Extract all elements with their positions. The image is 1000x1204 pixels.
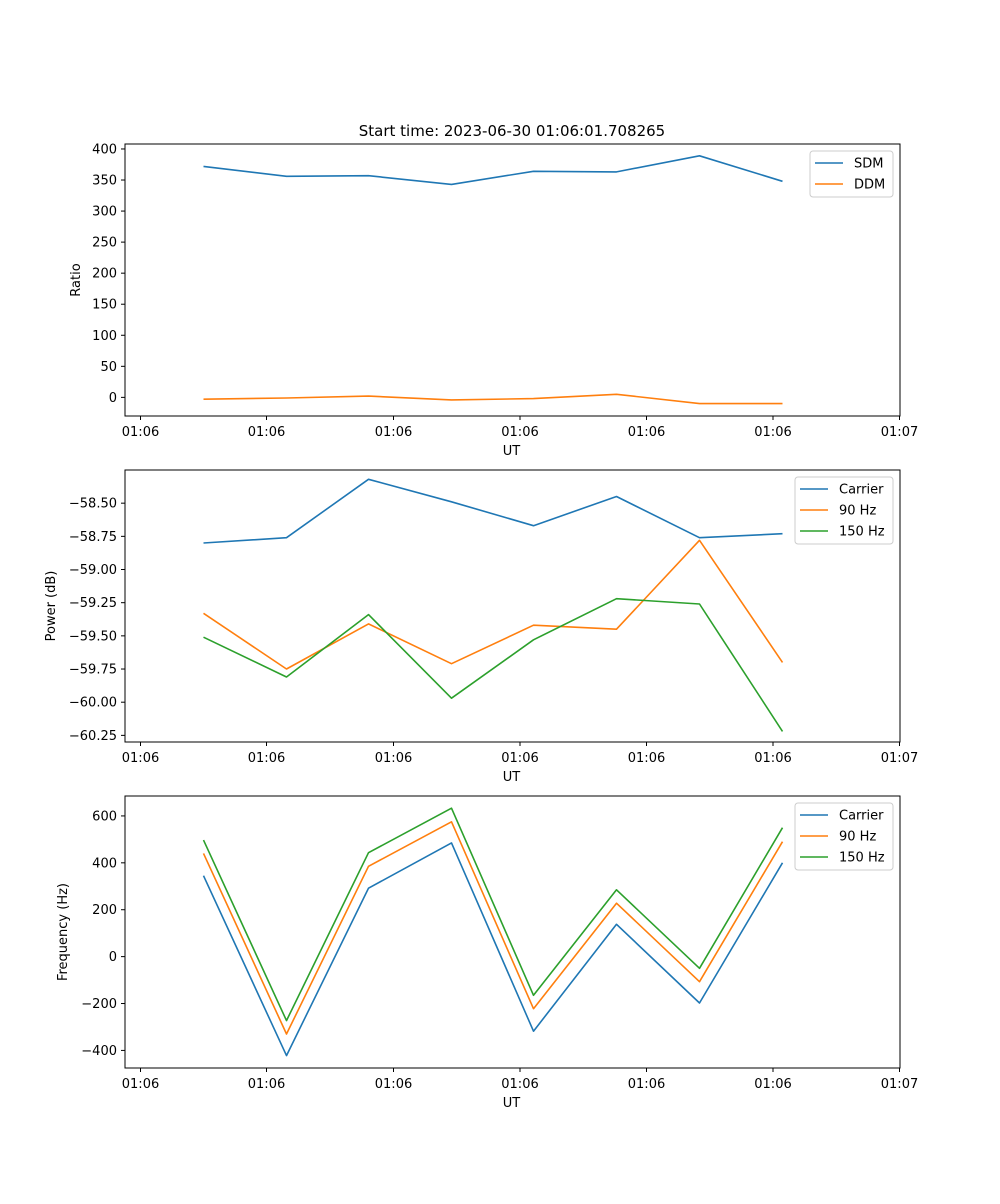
legend-label: 90 Hz: [839, 830, 876, 845]
y-tick-label: 50: [100, 360, 117, 375]
legend-label: 150 Hz: [839, 851, 885, 866]
y-axis-label: Ratio: [69, 263, 84, 296]
y-tick-label: −400: [81, 1044, 117, 1059]
y-axis-label: Frequency (Hz): [56, 883, 71, 981]
chart-panel-1: 01:06 01:06 01:06 01:06 01:06 01:06 01:07 0 50 10…: [69, 142, 918, 459]
y-tick-label: 400: [92, 856, 117, 871]
chart-panel-3: 01:06 01:06 01:06 01:06 01:06 01:06 01:07 −400 −…: [56, 795, 918, 1111]
plot-frame: [124, 469, 901, 743]
x-tick-label: 01:06: [628, 1077, 665, 1092]
y-tick-label: −58.75: [69, 530, 117, 545]
legend-label: 90 Hz: [839, 504, 876, 519]
x-axis-label: UT: [503, 770, 521, 785]
series-line-150-hz: [202, 807, 784, 1022]
chart-panel-2: 01:06 01:06 01:06 01:06 01:06 01:06 01:07 −60.2…: [44, 469, 918, 785]
y-tick-label: 600: [92, 809, 117, 824]
y-tick-label: 100: [92, 329, 117, 344]
x-axis-label: UT: [503, 444, 521, 459]
legend-frame: [794, 802, 894, 871]
x-tick-label: 01:06: [122, 1077, 159, 1092]
x-tick-label: 01:07: [881, 751, 918, 766]
y-tick-label: 0: [109, 391, 117, 406]
x-tick-label: 01:06: [628, 751, 665, 766]
plot-frame: [124, 795, 901, 1069]
x-tick-label: 01:06: [375, 425, 412, 440]
x-tick-label: 01:06: [501, 425, 538, 440]
x-tick-label: 01:06: [501, 1077, 538, 1092]
y-tick-label: 200: [92, 267, 117, 282]
y-tick-label: −200: [81, 997, 117, 1012]
x-tick-label: 01:07: [881, 425, 918, 440]
y-tick-label: 150: [92, 298, 117, 313]
y-tick-label: 200: [92, 903, 117, 918]
x-tick-label: 01:06: [248, 1077, 285, 1092]
y-tick-label: −60.00: [69, 696, 117, 711]
figure-title: Start time: 2023-06-30 01:06:01.708265: [359, 122, 665, 140]
y-tick-label: 0: [109, 950, 117, 965]
series-line-90-hz: [202, 820, 784, 1035]
x-tick-label: 01:06: [375, 751, 412, 766]
x-tick-label: 01:06: [375, 1077, 412, 1092]
y-tick-label: −59.50: [69, 629, 117, 644]
y-tick-label: 300: [92, 205, 117, 220]
y-tick-label: 250: [92, 236, 117, 251]
x-tick-label: 01:06: [122, 425, 159, 440]
y-tick-label: −59.75: [69, 663, 117, 678]
y-tick-label: 350: [92, 174, 117, 189]
legend: Carrier 90 Hz 150 Hz: [794, 476, 894, 545]
legend-label: 150 Hz: [839, 525, 885, 540]
legend-label: Carrier: [839, 809, 884, 824]
series-line-carrier: [202, 842, 784, 1057]
y-tick-label: −60.25: [69, 729, 117, 744]
series-line-sdm: [203, 155, 783, 186]
series-line-ddm: [203, 393, 783, 405]
x-axis-label: UT: [503, 1096, 521, 1111]
y-tick-label: −59.00: [69, 563, 117, 578]
x-tick-label: 01:06: [501, 751, 538, 766]
x-tick-label: 01:06: [628, 425, 665, 440]
legend-label: Carrier: [839, 483, 884, 498]
x-tick-label: 01:07: [881, 1077, 918, 1092]
legend: SDM DDM: [809, 150, 894, 198]
series-line-150-hz: [203, 597, 784, 732]
series-line-carrier: [203, 478, 783, 544]
legend-label: SDM: [854, 157, 883, 172]
plot-frame: [124, 143, 901, 417]
x-tick-label: 01:06: [248, 751, 285, 766]
y-tick-label: 400: [92, 142, 117, 157]
y-tick-label: −58.50: [69, 497, 117, 512]
x-tick-label: 01:06: [754, 1077, 791, 1092]
x-tick-label: 01:06: [754, 751, 791, 766]
legend: Carrier 90 Hz 150 Hz: [794, 802, 894, 871]
x-tick-label: 01:06: [754, 425, 791, 440]
y-tick-label: −59.25: [69, 596, 117, 611]
y-axis-label: Power (dB): [44, 571, 59, 642]
legend-frame: [794, 476, 894, 545]
x-tick-label: 01:06: [122, 751, 159, 766]
series-line-90-hz: [203, 539, 784, 670]
legend-label: DDM: [854, 178, 885, 193]
x-tick-label: 01:06: [248, 425, 285, 440]
